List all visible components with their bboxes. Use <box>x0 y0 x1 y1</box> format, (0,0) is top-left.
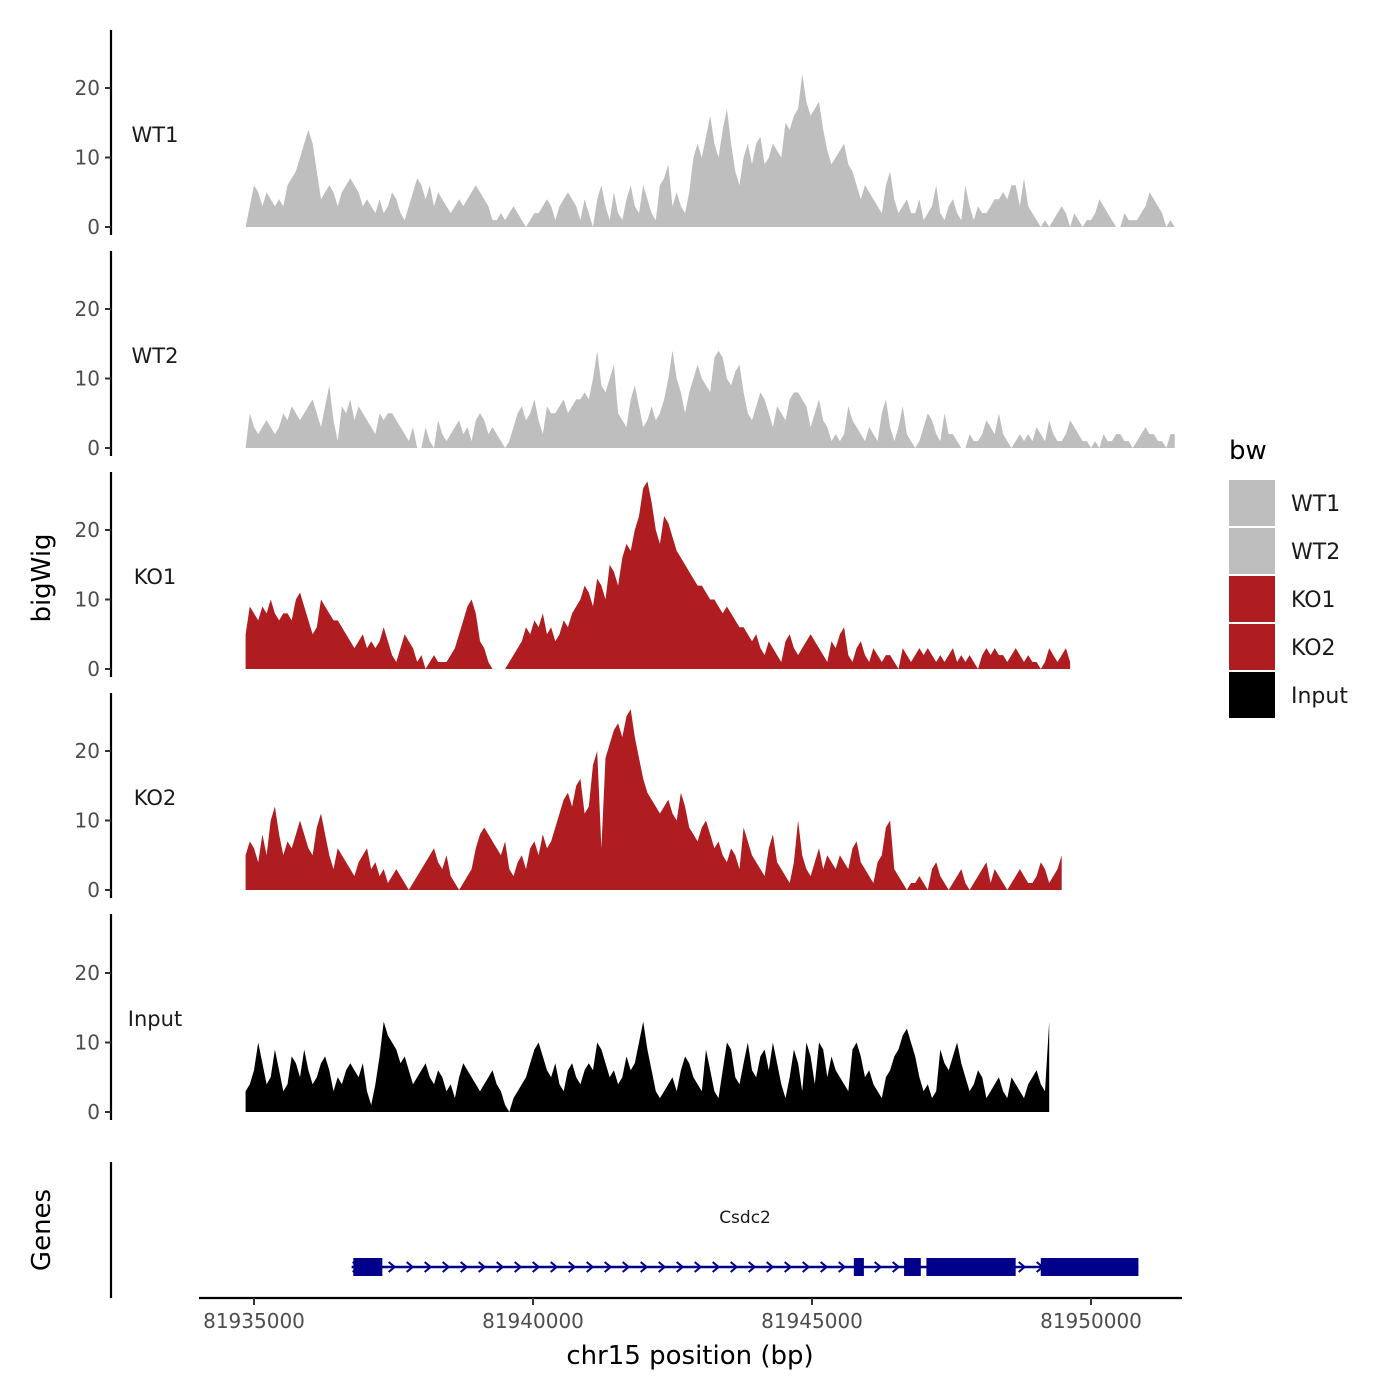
y-tick-label: 0 <box>87 436 100 460</box>
coverage-area-ko2 <box>245 709 1062 890</box>
y-axis-title: bigWig <box>27 533 57 622</box>
gene-exon <box>353 1258 383 1276</box>
y-tick-label: 20 <box>75 76 100 100</box>
track-label-wt1: WT1 <box>132 123 179 147</box>
strand-chevron <box>388 1261 397 1273</box>
gene-model <box>351 1258 1139 1276</box>
track-input: 0 10 20 Input <box>75 914 1050 1124</box>
track-wt1: 0 10 20 WT1 <box>75 30 1175 239</box>
strand-chevron <box>640 1261 649 1273</box>
gene-exon <box>853 1258 864 1276</box>
strand-chevron <box>622 1261 631 1273</box>
track-label-ko2: KO2 <box>134 786 177 810</box>
strand-chevron <box>424 1261 433 1273</box>
legend-title: bw <box>1229 436 1267 466</box>
strand-chevron <box>406 1261 415 1273</box>
strand-chevron <box>784 1261 793 1273</box>
y-tick-label: 0 <box>87 878 100 902</box>
legend-label-ko1: KO1 <box>1291 588 1336 613</box>
strand-chevron <box>550 1261 559 1273</box>
y-tick-label: 10 <box>75 1031 100 1055</box>
track-ko1: 0 10 20 KO1 <box>75 472 1071 681</box>
y-tick-label: 20 <box>75 518 100 542</box>
y-tick-label: 10 <box>75 809 100 833</box>
strand-chevron <box>586 1261 595 1273</box>
strand-chevron <box>730 1261 739 1273</box>
coverage-area-wt1 <box>245 74 1175 227</box>
strand-chevron <box>478 1261 487 1273</box>
legend-key-ko2 <box>1229 624 1275 670</box>
strand-chevron <box>1018 1261 1027 1273</box>
gene-exon <box>1040 1258 1139 1276</box>
y-tick-label: 20 <box>75 739 100 763</box>
y-axis-title-group: bigWig <box>27 533 57 622</box>
strand-chevron <box>892 1261 901 1273</box>
gene-exon <box>926 1258 1016 1276</box>
strand-chevron <box>766 1261 775 1273</box>
legend-key-ko1 <box>1229 576 1275 622</box>
coverage-area-wt2 <box>245 350 1175 448</box>
strand-chevron <box>658 1261 667 1273</box>
strand-chevron <box>532 1261 541 1273</box>
x-ticks: 81935000 81940000 81945000 81950000 <box>203 1298 1142 1333</box>
gene-track: Genes Csdc2 <box>27 1162 1139 1298</box>
track-label-wt2: WT2 <box>132 344 179 368</box>
strand-chevron <box>694 1261 703 1273</box>
legend-label-wt1: WT1 <box>1291 492 1340 517</box>
gene-track-title: Genes <box>27 1189 57 1271</box>
legend-label-input: Input <box>1291 684 1348 709</box>
x-axis-title: chr15 position (bp) <box>566 1341 813 1371</box>
strand-chevron <box>874 1261 883 1273</box>
track-wt2: 0 10 20 WT2 <box>75 251 1175 460</box>
legend: bw WT1 WT2 KO1 KO2 Input <box>1229 436 1348 718</box>
coverage-area-input <box>245 1021 1050 1112</box>
y-tick-label: 10 <box>75 367 100 391</box>
track-ko2: 0 10 20 KO2 <box>75 693 1062 902</box>
gene-name-label: Csdc2 <box>719 1208 771 1228</box>
y-tick-label: 0 <box>87 657 100 681</box>
legend-label-wt2: WT2 <box>1291 540 1340 565</box>
y-tick-label: 0 <box>87 1100 100 1124</box>
y-tick-label: 0 <box>87 215 100 239</box>
strand-chevron <box>838 1261 847 1273</box>
x-tick-label: 81935000 <box>203 1309 305 1333</box>
track-panels: 0 10 20 WT1 0 10 20 WT2 0 10 20 KO1 0 10 20 KO2 0 10 20 Inp… <box>75 30 1175 1124</box>
strand-chevron <box>676 1261 685 1273</box>
track-label-ko1: KO1 <box>134 565 177 589</box>
strand-chevron <box>514 1261 523 1273</box>
strand-chevron <box>820 1261 829 1273</box>
gene-exon <box>904 1258 921 1276</box>
x-tick-label: 81940000 <box>482 1309 584 1333</box>
strand-chevron <box>496 1261 505 1273</box>
y-tick-label: 20 <box>75 961 100 985</box>
track-label-input: Input <box>128 1007 182 1031</box>
legend-entries: WT1 WT2 KO1 KO2 Input <box>1229 480 1348 718</box>
x-axis: 81935000 81940000 81945000 81950000 chr15 p… <box>199 1296 1182 1371</box>
strand-chevron <box>712 1261 721 1273</box>
strand-chevron <box>568 1261 577 1273</box>
strand-chevron <box>442 1261 451 1273</box>
strand-chevron <box>460 1261 469 1273</box>
x-tick-label: 81950000 <box>1040 1309 1142 1333</box>
y-tick-label: 10 <box>75 146 100 170</box>
x-tick-label: 81945000 <box>761 1309 863 1333</box>
legend-key-wt2 <box>1229 528 1275 574</box>
legend-key-wt1 <box>1229 480 1275 526</box>
legend-key-input <box>1229 672 1275 718</box>
strand-chevron <box>748 1261 757 1273</box>
strand-chevron <box>604 1261 613 1273</box>
strand-chevron <box>802 1261 811 1273</box>
legend-label-ko2: KO2 <box>1291 636 1336 661</box>
coverage-area-ko1 <box>245 481 1071 669</box>
y-tick-label: 10 <box>75 588 100 612</box>
y-tick-label: 20 <box>75 297 100 321</box>
